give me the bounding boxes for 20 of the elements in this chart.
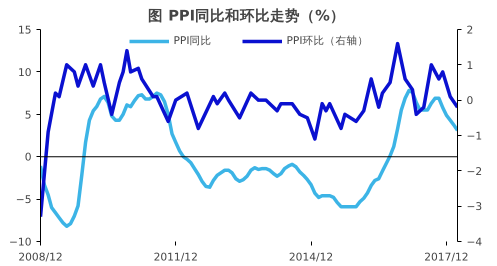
x-tick-label: 2017/12 bbox=[424, 250, 469, 264]
y2-tick-label: −4 bbox=[466, 236, 482, 248]
y2-tick-label: −2 bbox=[466, 164, 482, 178]
y2-tick-label: 2 bbox=[466, 24, 474, 36]
y-tick-label: 5 bbox=[24, 108, 32, 122]
y2-tick-label: 0 bbox=[466, 94, 474, 108]
y-tick-label: −10 bbox=[9, 236, 32, 248]
y-tick-label: −5 bbox=[16, 193, 32, 206]
chart-title: 图 PPI同比和环比走势（%） bbox=[148, 8, 345, 24]
y-tick-label: 10 bbox=[18, 66, 32, 79]
y-tick-label: 0 bbox=[24, 150, 32, 164]
x-tick-label: 2011/12 bbox=[154, 250, 198, 264]
y2-tick-label: −1 bbox=[466, 130, 482, 142]
y2-tick-label: 1 bbox=[466, 58, 474, 72]
x-tick-label: 2014/12 bbox=[288, 250, 334, 264]
legend-label: PPI环比（右轴） bbox=[286, 34, 368, 48]
y-tick-label: 15 bbox=[18, 24, 32, 36]
y2-tick-label: −3 bbox=[466, 200, 482, 214]
legend-label: PPI同比 bbox=[174, 34, 212, 48]
x-tick-label: 2008/12 bbox=[18, 250, 63, 264]
